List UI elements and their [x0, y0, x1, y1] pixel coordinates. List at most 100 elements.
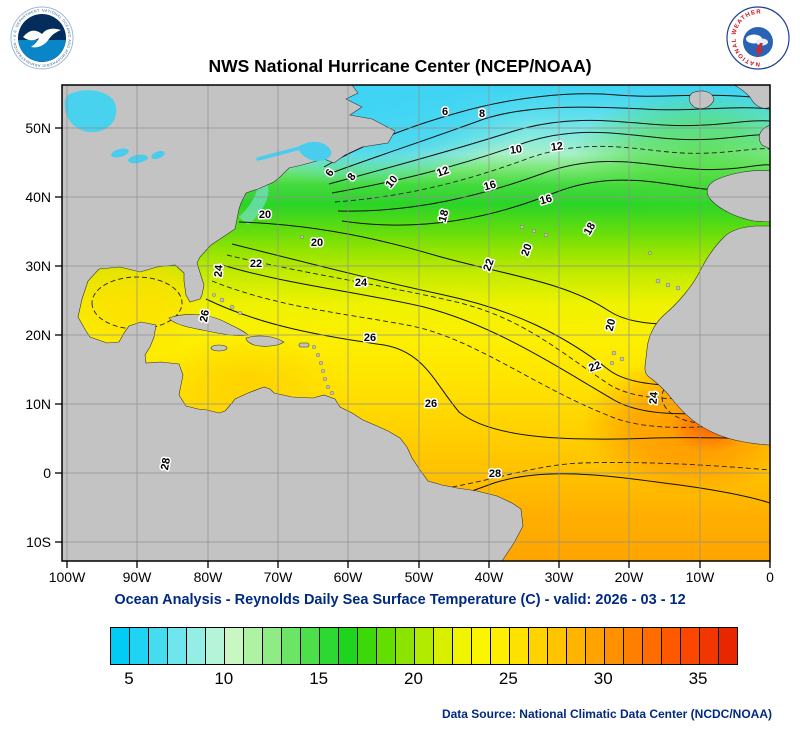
contour-label: 10	[509, 143, 523, 157]
nws-lightning-icon	[755, 43, 764, 58]
axis-ticks	[55, 127, 771, 568]
colorbar-cell	[567, 628, 586, 664]
contour-label: 18	[437, 209, 452, 224]
land-africa	[644, 225, 770, 446]
lon-label: 40W	[475, 569, 505, 585]
great-lake	[111, 148, 129, 158]
colorbar-cell	[396, 628, 415, 664]
isotherm-25-dashed	[211, 280, 770, 428]
colorbar-tick-label: 5	[124, 669, 134, 688]
isotherm-10	[328, 119, 770, 185]
isotherm-12	[331, 131, 770, 194]
colorbar-tick-label: 20	[404, 669, 423, 688]
isotherm-26	[205, 298, 770, 441]
colorbar-tick-label: 15	[309, 669, 329, 688]
isotherm-24	[218, 263, 770, 415]
isotherm-16	[337, 161, 770, 212]
map-frame	[61, 84, 771, 562]
colorbar-cell	[263, 628, 282, 664]
colorbar-cell	[586, 628, 605, 664]
st-lawrence-river	[256, 146, 302, 161]
land-hispaniola	[245, 335, 285, 347]
colorbar-cell	[111, 628, 130, 664]
lat-label: 40N	[25, 189, 51, 205]
lon-label: 90W	[123, 569, 153, 585]
sst-map: 6 8 10 12 6 8 10 12 16 16 18 18 20 20 20 22 22 24 24 26 26 26…	[10, 77, 790, 589]
colorbar-cell	[415, 628, 434, 664]
colorbar-tick-label: 30	[593, 669, 613, 688]
isotherm-23-dashed	[226, 254, 770, 400]
contour-label: 26	[364, 332, 376, 344]
noaa-logo: NATIONAL OCEANIC AND ATMOSPHERIC ADMINIS…	[10, 6, 74, 70]
page-title: NWS National Hurricane Center (NCEP/NOAA…	[208, 56, 592, 76]
colorbar-cell	[510, 628, 529, 664]
lon-label: 20W	[615, 569, 645, 585]
land-iberia	[706, 170, 770, 223]
colorbar-cell	[149, 628, 168, 664]
colorbar-tick-label: 35	[688, 669, 708, 688]
colorbar-tick-label: 25	[498, 669, 518, 688]
contour-label: 12	[435, 164, 451, 179]
land-britain	[733, 85, 770, 109]
colorbar-cell	[301, 628, 320, 664]
contour-label: 26	[425, 398, 437, 410]
colorbar-cell	[491, 628, 510, 664]
hudson-bay	[64, 90, 117, 133]
land-americas	[62, 85, 524, 561]
lon-label: 30W	[545, 569, 575, 585]
gulf-of-st-lawrence	[298, 141, 332, 161]
lon-label: 80W	[194, 569, 224, 585]
lon-label: 10W	[686, 569, 716, 585]
contour-label: 28	[159, 457, 173, 471]
colorbar-cell	[548, 628, 567, 664]
contour-label: 6	[442, 106, 448, 118]
nws-logo: NATIONAL WEATHER SERVICE	[726, 6, 790, 70]
colorbar-cell	[187, 628, 206, 664]
graticule	[62, 85, 770, 561]
lat-label: 20N	[25, 327, 51, 343]
map-caption: Ocean Analysis - Reynolds Daily Sea Surf…	[114, 592, 686, 608]
contour-label: 16	[539, 193, 554, 208]
colorbar	[110, 627, 738, 665]
colorbar-cell	[453, 628, 472, 664]
island-dots	[212, 224, 681, 396]
colorbar-cell	[605, 628, 624, 664]
lon-label: 70W	[264, 569, 294, 585]
lat-label: 0	[43, 465, 51, 481]
contour-label: 24	[355, 277, 368, 289]
colorbar-cell	[282, 628, 301, 664]
colorbar-cell	[130, 628, 149, 664]
contour-label: 24	[647, 391, 660, 405]
noaa-emblem-sea	[18, 40, 66, 62]
colorbar-cell	[681, 628, 700, 664]
contour-label: 22	[250, 258, 262, 270]
lat-label: 10N	[25, 396, 51, 412]
colorbar-cell	[719, 628, 737, 664]
colorbar-cell	[339, 628, 358, 664]
isotherm-gom-dashed	[91, 276, 183, 330]
colorbar-cell	[529, 628, 548, 664]
data-source-note: Data Source: National Climatic Data Cent…	[441, 707, 772, 721]
lon-label: 50W	[405, 569, 435, 585]
lat-label: 30N	[25, 258, 51, 274]
colorbar-cell	[168, 628, 187, 664]
colorbar-cell	[244, 628, 263, 664]
contour-label: 20	[259, 209, 271, 221]
land-jamaica	[210, 344, 228, 352]
land-ireland	[688, 90, 715, 109]
contour-label: 8	[479, 108, 485, 120]
isotherm-8	[325, 106, 770, 176]
lon-label: 100W	[49, 569, 86, 585]
lat-label: 50N	[25, 120, 51, 136]
lat-label: 10S	[26, 534, 51, 550]
contour-label: 20	[519, 242, 534, 258]
colorbar-cell	[434, 628, 453, 664]
lon-label: 0	[766, 569, 774, 585]
colorbar-cell	[225, 628, 244, 664]
colorbar-cell	[643, 628, 662, 664]
colorbar-cell	[377, 628, 396, 664]
colorbar-tick-labels: 5 10 15 20 25 30 35	[0, 669, 800, 691]
colorbar-cell	[358, 628, 377, 664]
contour-label: 24	[212, 264, 225, 278]
